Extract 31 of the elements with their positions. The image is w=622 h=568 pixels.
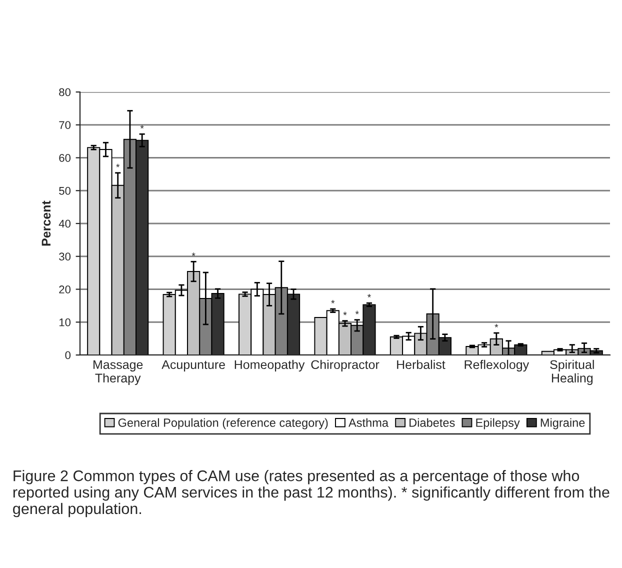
y-tick-label: 50: [59, 186, 71, 195]
y-tick-label: 60: [59, 154, 71, 162]
caption: Figure 2 Common types of CAM use (rates presented as a percentage of those who reported using any CAM services in the past 12 months). * significantly different from the general population.: [13, 470, 610, 518]
data-label: *: [192, 252, 196, 256]
data-label: *: [140, 125, 144, 128]
legend-label: Migraine: [540, 418, 585, 430]
data-label: *: [343, 312, 347, 316]
data-label: *: [116, 164, 120, 168]
data-label: *: [331, 300, 335, 304]
x-tick-label: Acupunture: [162, 360, 225, 372]
legend-label: Epilepsy: [476, 418, 520, 430]
y-tick-label: 40: [58, 220, 71, 228]
x-tick-label: Massage Therapy: [94, 360, 143, 385]
y-tick-label: 30: [59, 252, 71, 261]
x-tick-label: Reflexology: [464, 360, 530, 372]
legend-label: General Population (reference category): [118, 418, 328, 430]
x-tick-label: Chiropractor: [311, 360, 380, 372]
y-tick-label: 0: [65, 351, 71, 360]
y-tick-label: 70: [59, 121, 71, 130]
legend-label: Asthma: [348, 418, 389, 427]
y-axis-title: Percent: [42, 200, 51, 246]
y-tick-label: 80: [59, 88, 71, 96]
y-tick-label: 10: [59, 318, 71, 326]
data-label: *: [494, 324, 498, 328]
x-tick-label: Herbalist: [397, 360, 446, 370]
x-tick-label: Homeopathy: [234, 360, 305, 372]
x-tick-label: Spiritual Healing: [550, 360, 594, 385]
data-label: *: [355, 310, 359, 314]
y-tick-label: 20: [59, 286, 71, 294]
legend-label: Diabetes: [410, 418, 455, 427]
data-label: *: [367, 294, 371, 298]
